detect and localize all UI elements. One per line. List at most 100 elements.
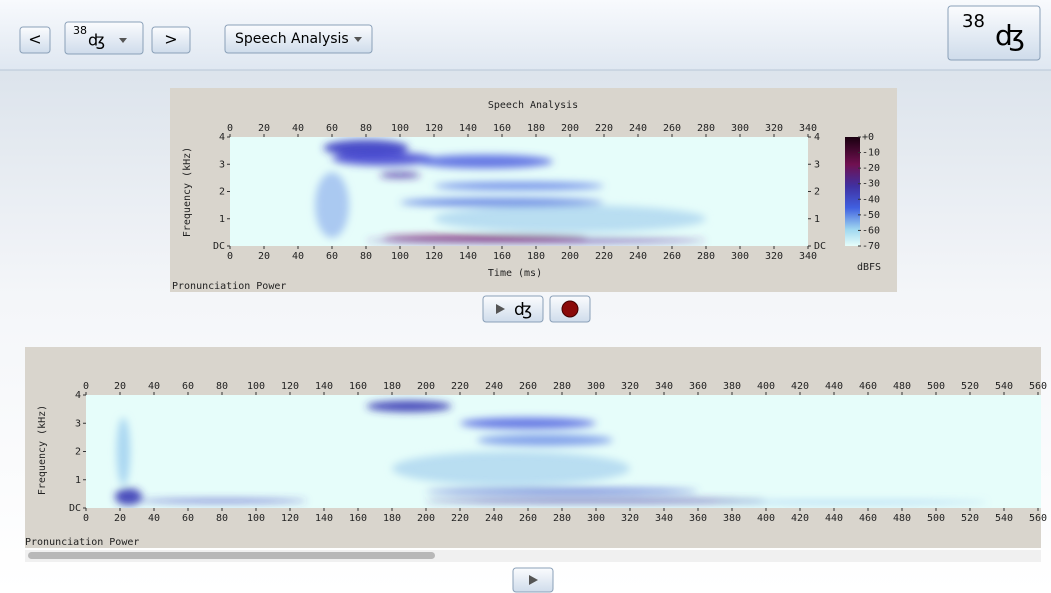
x-tick-label: 120 bbox=[281, 513, 299, 524]
energy bbox=[417, 155, 553, 169]
x-tick-label: 520 bbox=[961, 381, 979, 392]
x-tick-label: 0 bbox=[227, 251, 233, 262]
x-tick-label: 520 bbox=[961, 513, 979, 524]
record-button[interactable] bbox=[550, 296, 590, 322]
y-tick-label: 1 bbox=[75, 475, 81, 486]
x-tick-label: 200 bbox=[561, 251, 579, 262]
x-tick-label: 380 bbox=[723, 381, 741, 392]
x-tick-label: 540 bbox=[995, 381, 1013, 392]
x-tick-label: 180 bbox=[383, 381, 401, 392]
energy bbox=[434, 182, 604, 190]
x-tick-label: 300 bbox=[587, 381, 605, 392]
x-tick-label: 480 bbox=[893, 381, 911, 392]
x-axis-label: Time (ms) bbox=[488, 268, 542, 279]
x-tick-label: 60 bbox=[326, 251, 338, 262]
x-tick-label: 280 bbox=[553, 513, 571, 524]
x-tick-label: 200 bbox=[561, 123, 579, 134]
x-tick-label: 280 bbox=[553, 381, 571, 392]
x-tick-label: 300 bbox=[731, 123, 749, 134]
colorbar-tick-label: -60 bbox=[862, 225, 880, 236]
mode-select[interactable]: Speech Analysis bbox=[225, 25, 372, 53]
x-tick-label: 200 bbox=[417, 513, 435, 524]
next-label[interactable]: > bbox=[164, 30, 177, 49]
energy bbox=[315, 172, 349, 237]
x-tick-label: 400 bbox=[757, 381, 775, 392]
x-tick-label: 400 bbox=[757, 513, 775, 524]
next-button[interactable]: > bbox=[152, 27, 190, 53]
x-tick-label: 380 bbox=[723, 513, 741, 524]
x-tick-label: 100 bbox=[391, 123, 409, 134]
play-button[interactable] bbox=[513, 568, 553, 592]
phoneme-number[interactable]: 38 bbox=[73, 24, 87, 37]
x-tick-label: 420 bbox=[791, 381, 809, 392]
x-tick-label: 500 bbox=[927, 513, 945, 524]
x-tick-label: 500 bbox=[927, 381, 945, 392]
x-tick-label: 280 bbox=[697, 123, 715, 134]
x-tick-label: 340 bbox=[655, 513, 673, 524]
y-tick-label: 3 bbox=[219, 159, 225, 170]
x-tick-label: 360 bbox=[689, 381, 707, 392]
energy bbox=[137, 499, 307, 502]
play-button[interactable]: ʤ bbox=[483, 296, 543, 322]
x-tick-label: 240 bbox=[629, 251, 647, 262]
x-tick-label: 140 bbox=[459, 251, 477, 262]
x-tick-label: 240 bbox=[485, 381, 503, 392]
y-tick-label: 2 bbox=[814, 187, 820, 198]
x-tick-label: 20 bbox=[114, 513, 126, 524]
colorbar-tick-label: -20 bbox=[862, 163, 880, 174]
energy bbox=[367, 401, 452, 412]
x-tick-label: 300 bbox=[587, 513, 605, 524]
x-tick-label: 180 bbox=[527, 123, 545, 134]
colorbar-tick-label: -50 bbox=[862, 210, 880, 221]
x-tick-label: 420 bbox=[791, 513, 809, 524]
panel-title: Speech Analysis bbox=[488, 100, 578, 111]
energy bbox=[383, 235, 587, 240]
play-label[interactable]: ʤ bbox=[514, 300, 532, 320]
x-tick-label: 320 bbox=[621, 381, 639, 392]
x-tick-label: 340 bbox=[799, 251, 817, 262]
footer: Pronunciation Power bbox=[25, 537, 139, 548]
x-tick-label: 180 bbox=[383, 513, 401, 524]
x-tick-label: 0 bbox=[83, 513, 89, 524]
x-tick-label: 40 bbox=[148, 381, 160, 392]
panel: Speech Analysis Time (ms) Frequency (kHz… bbox=[170, 88, 897, 292]
energy bbox=[477, 435, 613, 446]
x-tick-label: 100 bbox=[247, 513, 265, 524]
phoneme-symbol[interactable]: ʤ bbox=[88, 31, 105, 50]
x-tick-label: 280 bbox=[697, 251, 715, 262]
x-tick-label: 220 bbox=[595, 251, 613, 262]
prev-label[interactable]: < bbox=[28, 30, 41, 49]
colorbar bbox=[845, 137, 860, 246]
energy bbox=[434, 205, 706, 232]
x-tick-label: 220 bbox=[451, 381, 469, 392]
colorbar-tick-label: -10 bbox=[862, 148, 880, 159]
x-tick-label: 220 bbox=[451, 513, 469, 524]
x-tick-label: 160 bbox=[493, 123, 511, 134]
badge-symbol: ʤ bbox=[995, 19, 1025, 52]
scrollbar-thumb[interactable] bbox=[28, 552, 435, 559]
mode-label[interactable]: Speech Analysis bbox=[235, 31, 349, 47]
x-tick-label: 100 bbox=[391, 251, 409, 262]
x-tick-label: 540 bbox=[995, 513, 1013, 524]
x-tick-label: 200 bbox=[417, 381, 435, 392]
badge-number: 38 bbox=[962, 11, 985, 32]
x-tick-label: 480 bbox=[893, 513, 911, 524]
energy bbox=[392, 452, 630, 486]
x-tick-label: 20 bbox=[114, 381, 126, 392]
y-tick-label: 3 bbox=[814, 159, 820, 170]
phoneme-select[interactable]: 38 ʤ bbox=[65, 22, 143, 54]
colorbar-tick-label: +0 bbox=[862, 132, 874, 143]
x-tick-label: 560 bbox=[1029, 381, 1047, 392]
energy bbox=[400, 198, 604, 206]
x-tick-label: 160 bbox=[493, 251, 511, 262]
energy bbox=[426, 488, 698, 494]
colorbar-tick-label: -70 bbox=[862, 241, 880, 252]
colorbar-label: dBFS bbox=[857, 262, 881, 273]
badge[interactable]: 38 ʤ bbox=[948, 6, 1040, 60]
y-tick-label: 3 bbox=[75, 418, 81, 429]
x-tick-label: 0 bbox=[227, 123, 233, 134]
x-tick-label: 260 bbox=[519, 381, 537, 392]
x-tick-label: 340 bbox=[655, 381, 673, 392]
x-tick-label: 140 bbox=[459, 123, 477, 134]
prev-button[interactable]: < bbox=[20, 27, 50, 53]
